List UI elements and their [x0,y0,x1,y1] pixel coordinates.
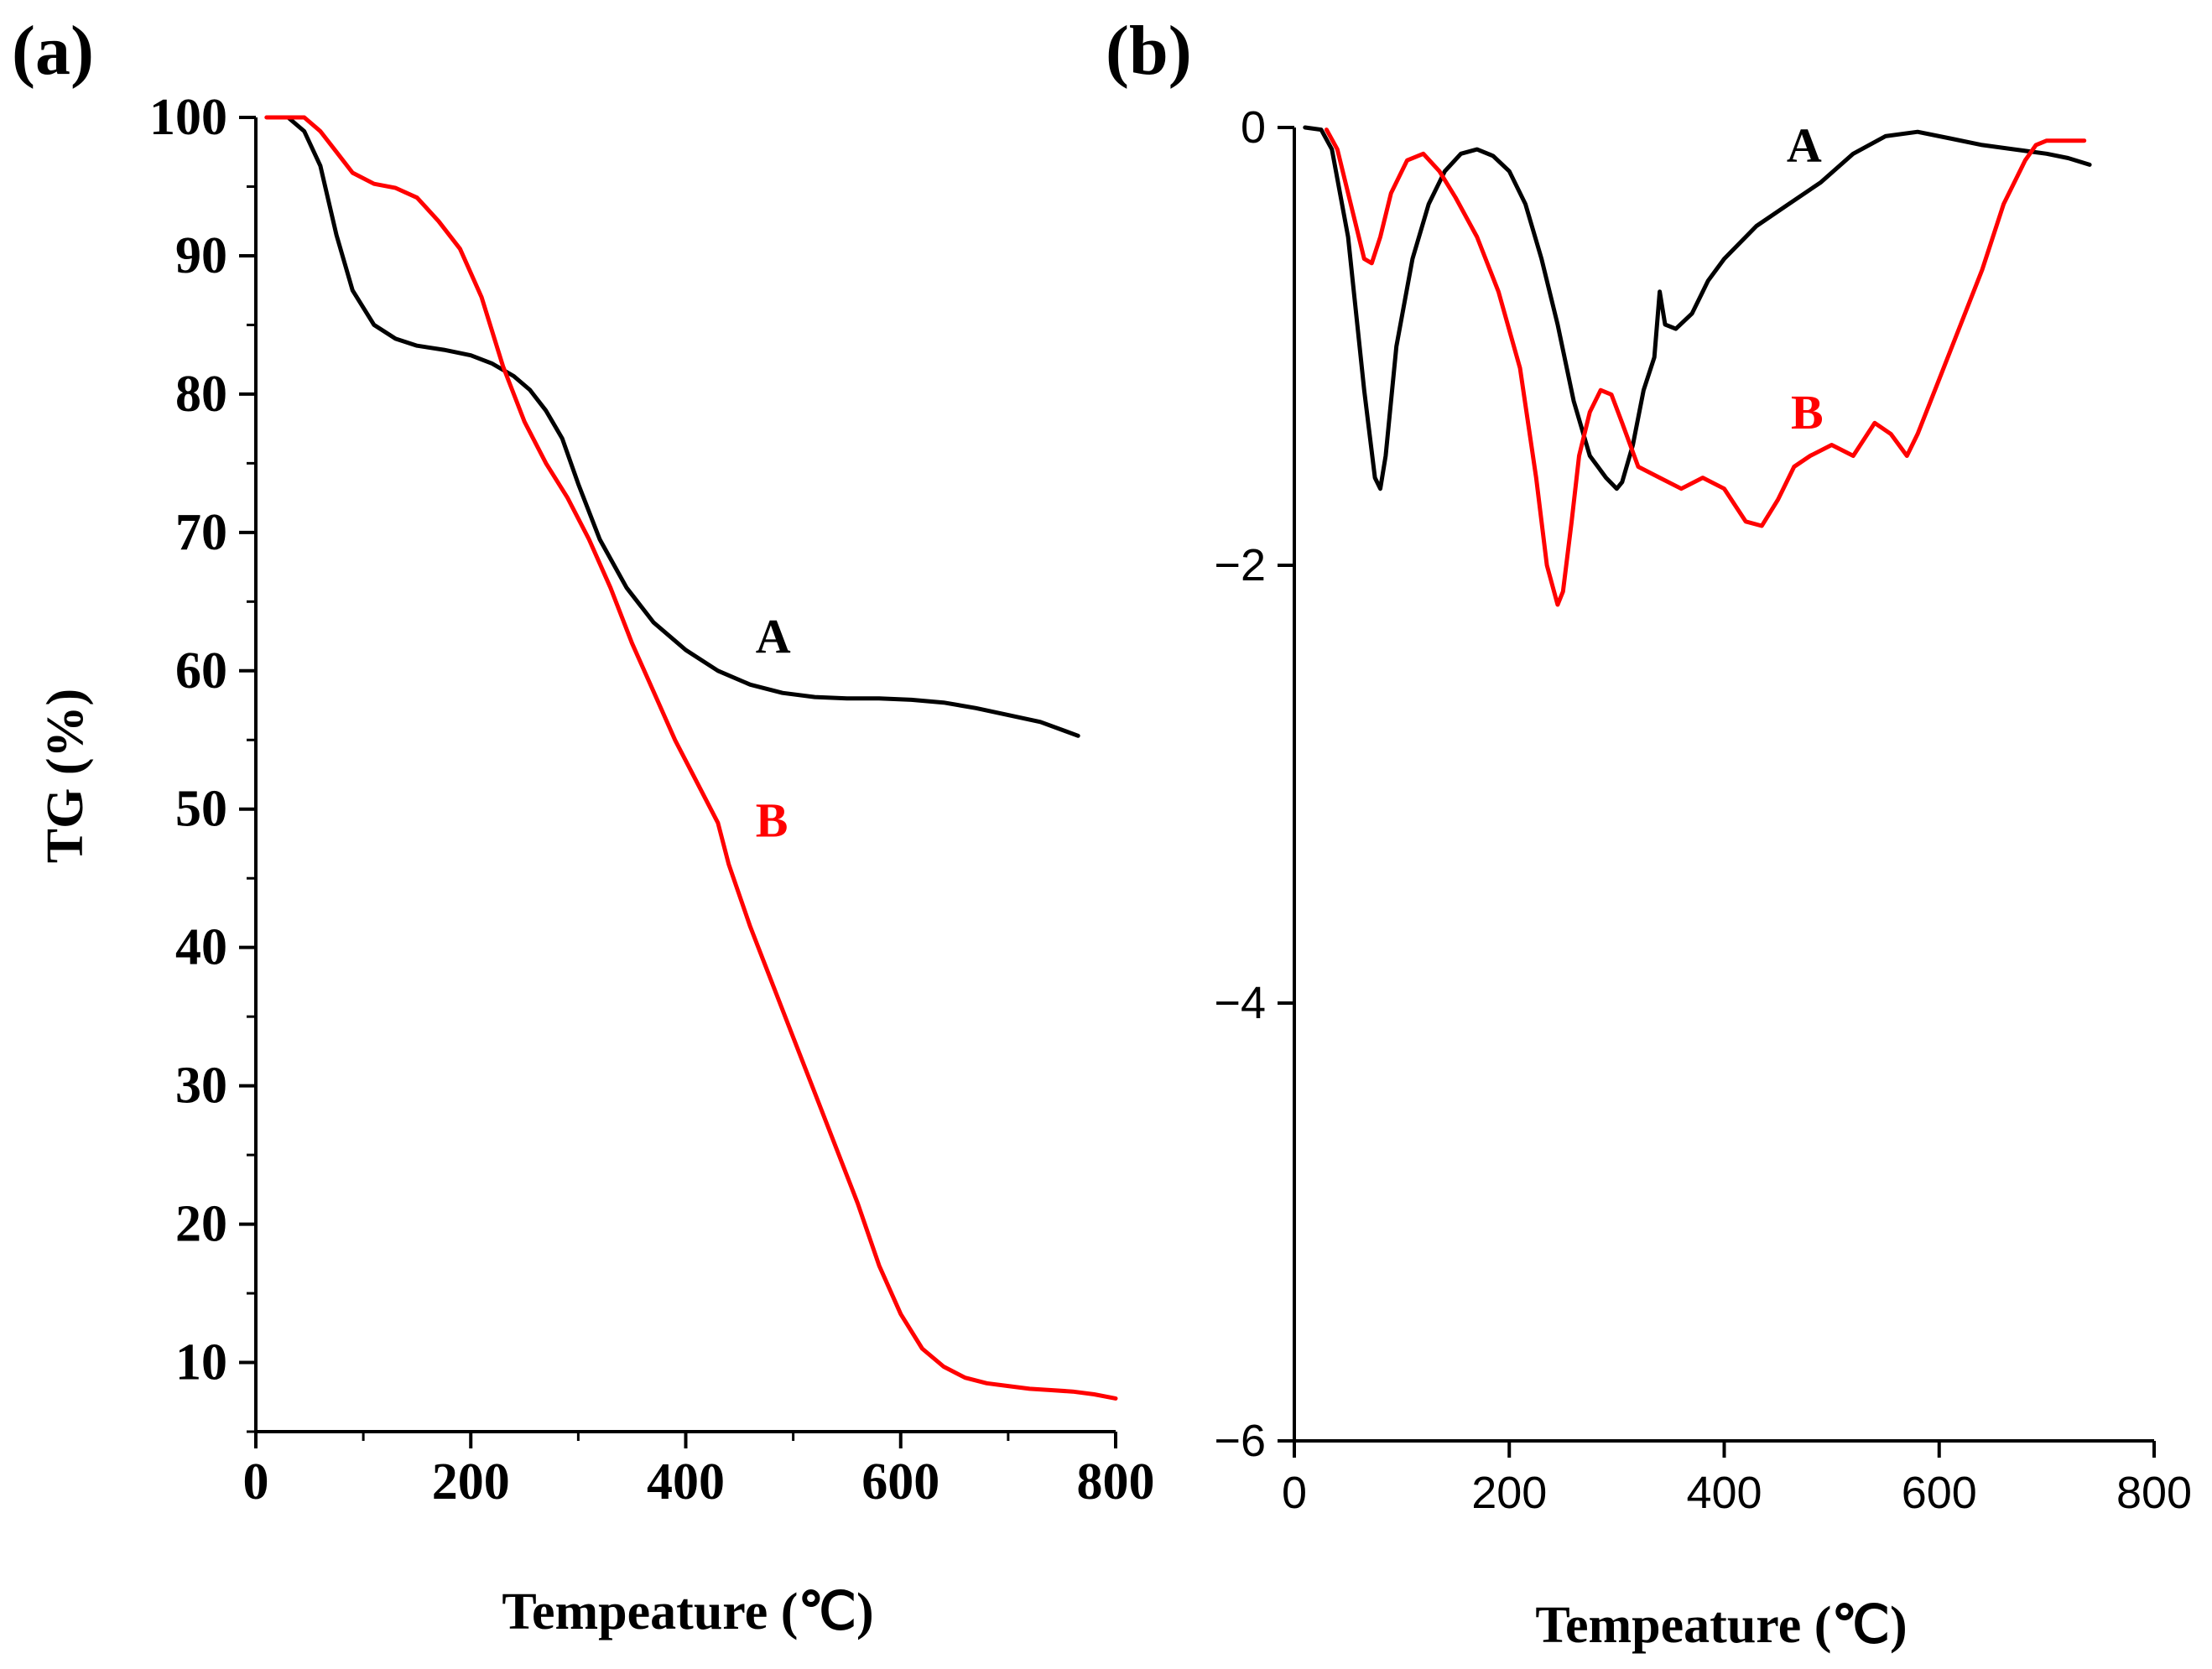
x-tick-label: 600 [861,1453,939,1510]
y-ticks-b: 0 −2 −4 −6 [1214,102,1294,1466]
x-tick-label: 800 [1077,1453,1155,1510]
y-tick-label: 40 [175,919,227,976]
x-tick-label: 0 [1282,1468,1307,1518]
y-ticks-a: 10 20 30 40 50 60 70 80 90 100 [149,89,256,1433]
y-tick-label: 50 [175,781,227,838]
series-line-A [285,115,1080,738]
x-axis-title-b: Tempeature (℃) [1535,1597,1907,1654]
series-label-A: A [756,609,791,663]
y-tick-label: 20 [175,1196,227,1253]
y-tick-label: 70 [175,504,227,561]
x-tick-label: 800 [2116,1468,2192,1518]
y-tick-label: −6 [1214,1416,1266,1466]
series-line-B [1324,127,2087,607]
series-b [1303,125,2092,607]
panel-label-a: (a) [12,12,94,90]
series-line-B [264,115,1118,1401]
y-tick-label: 10 [175,1334,227,1391]
x-tick-label: 600 [1902,1468,1977,1518]
y-tick-label: −2 [1214,540,1266,590]
x-axis-title-a: Tempeature (℃) [502,1583,873,1640]
chart-b: (b) 0 200 400 600 800 0−2−4−6 AB Tempeature … [1106,12,2192,1654]
series-line-A [1303,125,2092,491]
series-labels-b: AB [1787,117,1824,439]
y-tick-label: 30 [175,1058,227,1115]
y-tick-label: −4 [1214,978,1266,1028]
series-label-B: B [756,793,789,847]
x-tick-label: 400 [647,1453,725,1510]
x-tick-label: 200 [432,1453,510,1510]
x-ticks-b: 0 200 400 600 800 [1282,1441,2192,1518]
x-tick-label: 400 [1686,1468,1762,1518]
y-tick-label: 90 [175,227,227,284]
series-label-B: B [1791,385,1824,439]
x-tick-label: 0 [243,1453,269,1510]
x-ticks-a: 0 200 400 600 800 [243,1432,1155,1510]
series-label-A: A [1787,117,1822,172]
y-tick-label: 100 [149,89,227,146]
series-a [264,115,1118,1401]
y-tick-label: 0 [1241,102,1266,153]
chart-a: (a) 0 200 400 600 800 102030405060708090100 … [12,12,1155,1640]
series-labels-a: AB [756,609,791,847]
y-tick-label: 60 [175,642,227,699]
y-tick-label: 80 [175,366,227,423]
panel-label-b: (b) [1106,12,1192,90]
y-axis-title-a: TG (%) [37,689,94,863]
x-tick-label: 200 [1471,1468,1547,1518]
